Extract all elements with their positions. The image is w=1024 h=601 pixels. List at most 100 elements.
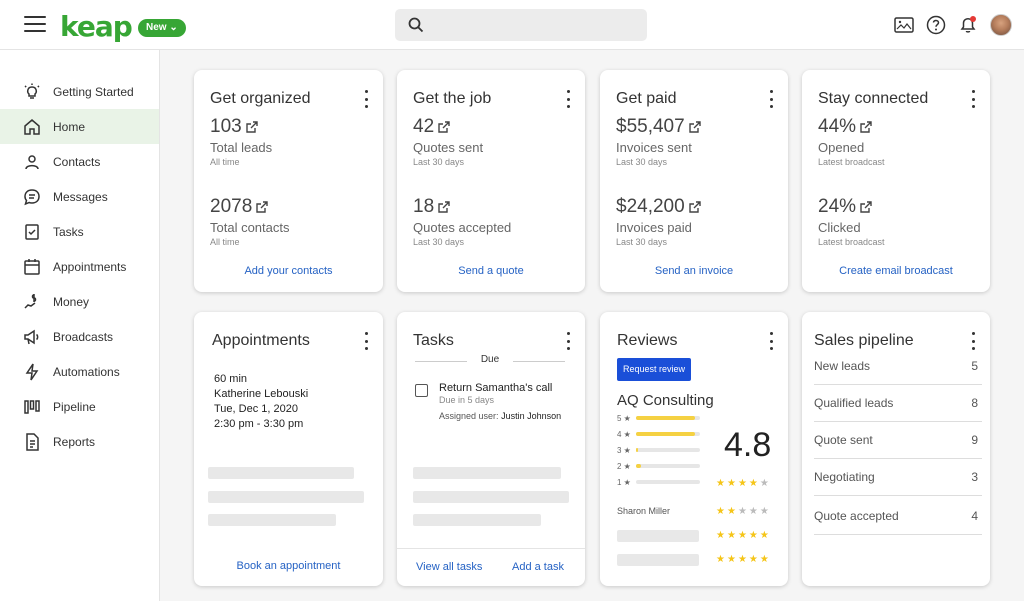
- pipeline-row[interactable]: Quote sent 9: [814, 422, 982, 459]
- rating-bar-fill: [635, 432, 695, 436]
- task-title[interactable]: Return Samantha's call: [439, 382, 553, 394]
- sidebar-item-automations[interactable]: Automations: [0, 354, 159, 389]
- pipeline-row[interactable]: Quote accepted 4: [814, 498, 982, 535]
- card-title: Tasks: [413, 332, 454, 349]
- sidebar-item-pipeline[interactable]: Pipeline: [0, 389, 159, 424]
- image-icon[interactable]: [894, 15, 914, 35]
- stat-value-link[interactable]: 42: [413, 116, 483, 138]
- rating-bar: [635, 464, 700, 468]
- stat-value-link[interactable]: $55,407: [616, 116, 701, 138]
- pipeline-row[interactable]: Qualified leads 8: [814, 385, 982, 422]
- get-the-job-card: Get the job 42 Quotes sent Last 30 days …: [397, 70, 585, 292]
- stat-sub: Last 30 days: [413, 237, 465, 247]
- rating-star-label: 3 ★: [617, 445, 631, 455]
- card-title: Get paid: [616, 90, 677, 107]
- view-all-tasks-link[interactable]: View all tasks: [416, 561, 483, 573]
- stat-value: 18: [413, 196, 435, 217]
- stat-label: Quotes accepted: [413, 220, 512, 235]
- rating-star-label: 5 ★: [617, 413, 631, 423]
- stat-value-link[interactable]: $24,200: [616, 196, 701, 218]
- get-paid-card: Get paid $55,407 Invoices sent Last 30 d…: [600, 70, 788, 292]
- loading-placeholder: [413, 491, 569, 503]
- keap-logo[interactable]: keap: [60, 10, 133, 43]
- sidebar-item-tasks[interactable]: Tasks: [0, 214, 159, 249]
- pipeline-count: 4: [971, 509, 978, 523]
- stat-value: 24%: [818, 196, 857, 217]
- avatar[interactable]: [990, 14, 1012, 36]
- sidebar-item-messages[interactable]: Messages: [0, 179, 159, 214]
- sidebar-item-label: Reports: [53, 434, 96, 449]
- sidebar-item-money[interactable]: Money: [0, 284, 159, 319]
- appointments-card: Appointments 60 min Katherine Lebouski T…: [194, 312, 383, 586]
- review-stars: ★★★★★: [716, 478, 771, 489]
- more-options-icon[interactable]: [766, 90, 776, 108]
- rating-bar-row: 5 ★: [617, 412, 700, 424]
- help-icon[interactable]: [926, 15, 946, 35]
- tasks-card: Tasks Due Return Samantha's call Due in …: [397, 312, 585, 586]
- more-options-icon[interactable]: [361, 332, 371, 350]
- external-link-icon: [688, 121, 701, 133]
- pipeline-stage: Quote sent: [814, 433, 873, 447]
- sidebar-item-label: Appointments: [53, 259, 127, 274]
- rating-star-label: 2 ★: [617, 461, 631, 471]
- task-checkbox[interactable]: [415, 384, 428, 397]
- more-options-icon[interactable]: [766, 332, 776, 350]
- more-options-icon[interactable]: [361, 90, 371, 108]
- sidebar-item-label: Automations: [53, 364, 120, 379]
- new-button[interactable]: New ⌄: [138, 19, 186, 37]
- external-link-icon: [256, 201, 268, 213]
- pipeline-row[interactable]: New leads 5: [814, 348, 982, 385]
- send-quote-link[interactable]: Send a quote: [458, 265, 524, 277]
- stat-value-link[interactable]: 44%: [818, 116, 885, 138]
- messages-icon: [22, 187, 42, 207]
- pipeline-count: 9: [971, 433, 978, 447]
- sidebar-item-label: Home: [53, 119, 86, 134]
- add-contacts-link[interactable]: Add your contacts: [244, 265, 333, 277]
- more-options-icon[interactable]: [968, 332, 978, 350]
- stat-value-link[interactable]: 18: [413, 196, 511, 218]
- card-title: Stay connected: [818, 90, 929, 107]
- sidebar: Getting Started Home Contacts Messages T…: [0, 50, 160, 601]
- add-task-link[interactable]: Add a task: [512, 561, 564, 573]
- appointment-duration: 60 min: [214, 373, 248, 385]
- loading-placeholder: [413, 467, 561, 479]
- stat-label: Invoices paid: [616, 220, 692, 235]
- sidebar-item-home[interactable]: Home: [0, 109, 159, 144]
- sidebar-item-broadcasts[interactable]: Broadcasts: [0, 319, 159, 354]
- appointment-name: Katherine Lebouski: [214, 388, 309, 400]
- stat-value-link[interactable]: 24%: [818, 196, 885, 218]
- top-bar: keap New ⌄: [0, 0, 1024, 50]
- sidebar-item-contacts[interactable]: Contacts: [0, 144, 159, 179]
- sidebar-item-reports[interactable]: Reports: [0, 424, 159, 459]
- stat-value: 44%: [818, 116, 857, 137]
- rating-bar: [635, 448, 700, 452]
- rating-bar: [635, 480, 700, 484]
- external-link-icon: [438, 121, 450, 133]
- reviews-card: Reviews Request review AQ Consulting 5 ★…: [600, 312, 788, 586]
- stat-total-leads: 103 Total leads All time: [210, 116, 272, 167]
- external-link-icon: [860, 121, 872, 133]
- sidebar-item-getting-started[interactable]: Getting Started: [0, 74, 159, 109]
- stat-invoices-sent: $55,407 Invoices sent Last 30 days: [616, 116, 701, 167]
- search-input[interactable]: [395, 9, 647, 41]
- create-email-broadcast-link[interactable]: Create email broadcast: [839, 265, 953, 277]
- more-options-icon[interactable]: [563, 332, 573, 350]
- hamburger-menu-icon[interactable]: [24, 16, 46, 34]
- more-options-icon[interactable]: [563, 90, 573, 108]
- pipeline-row[interactable]: Negotiating 3: [814, 459, 982, 496]
- stat-label: Total contacts: [210, 220, 290, 235]
- average-score: 4.8: [724, 426, 772, 464]
- book-appointment-link[interactable]: Book an appointment: [236, 560, 341, 572]
- sidebar-item-label: Getting Started: [53, 84, 134, 99]
- divider: [415, 361, 467, 362]
- bell-icon[interactable]: [958, 15, 978, 35]
- stat-value-link[interactable]: 103: [210, 116, 272, 138]
- pipeline-icon: [22, 397, 42, 417]
- send-invoice-link[interactable]: Send an invoice: [654, 265, 734, 277]
- request-review-button[interactable]: Request review: [617, 358, 692, 381]
- appointment-date: Tue, Dec 1, 2020: [214, 403, 298, 415]
- stat-value-link[interactable]: 2078: [210, 196, 290, 218]
- due-header: Due: [415, 354, 565, 368]
- sidebar-item-appointments[interactable]: Appointments: [0, 249, 159, 284]
- more-options-icon[interactable]: [968, 90, 978, 108]
